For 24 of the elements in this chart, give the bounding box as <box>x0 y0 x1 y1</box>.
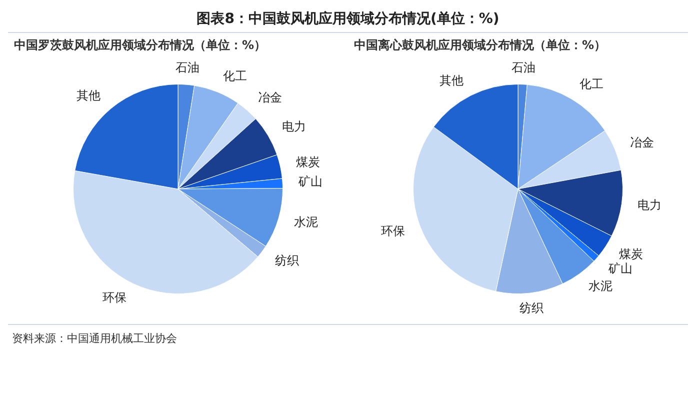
slice-label: 煤炭 <box>619 247 644 262</box>
slice-label: 环保 <box>381 224 406 238</box>
slice-label: 环保 <box>102 290 127 304</box>
slice-label: 石油 <box>511 60 536 74</box>
slice-label: 矿山 <box>298 174 323 189</box>
slice-label: 冶金 <box>258 90 282 105</box>
slice-label: 水泥 <box>294 215 318 230</box>
slice-label: 其他 <box>440 73 464 88</box>
slice-label: 电力 <box>282 120 306 134</box>
slice-label: 矿山 <box>607 261 632 276</box>
chart-title: 中国罗茨鼓风机应用领域分布情况（单位：%） <box>13 37 268 54</box>
slice-label: 化工 <box>223 69 248 84</box>
chart-title: 中国离心鼓风机应用领域分布情况（单位：%） <box>353 37 608 54</box>
slice-label: 冶金 <box>630 136 654 150</box>
slice-label: 其他 <box>76 88 100 103</box>
slice-label: 纺织 <box>520 301 544 316</box>
slice-label: 化工 <box>579 77 604 92</box>
slice-label: 电力 <box>638 198 662 212</box>
slice-label: 纺织 <box>274 253 299 268</box>
slice-label: 煤炭 <box>296 155 320 170</box>
text: 图表8：中国鼓风机应用领域分布情况(单位：%) <box>8 8 688 33</box>
slice-label: 水泥 <box>588 279 613 294</box>
text: 资料来源：中国通用机械工业协会 <box>12 331 178 346</box>
slice-label: 石油 <box>175 60 200 75</box>
